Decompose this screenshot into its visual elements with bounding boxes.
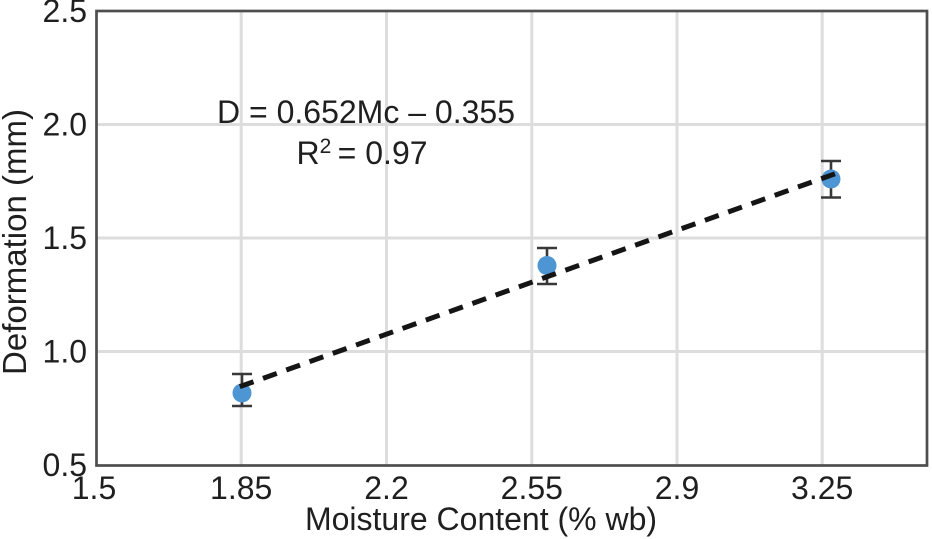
svg-text:3.25: 3.25: [791, 470, 853, 506]
svg-text:2.55: 2.55: [501, 470, 563, 506]
svg-text:R2 = 0.97: R2 = 0.97: [296, 135, 427, 172]
svg-text:Moisture Content (% wb): Moisture Content (% wb): [305, 501, 657, 537]
svg-text:D = 0.652Mc – 0.355: D = 0.652Mc – 0.355: [217, 94, 515, 130]
svg-text:1.5: 1.5: [43, 220, 87, 256]
svg-text:2.9: 2.9: [655, 470, 699, 506]
svg-text:1.0: 1.0: [43, 334, 87, 370]
svg-text:1.85: 1.85: [210, 470, 272, 506]
svg-text:Deformation (mm): Deformation (mm): [0, 109, 33, 375]
svg-text:2.5: 2.5: [43, 0, 87, 29]
svg-text:1.5: 1.5: [72, 470, 116, 506]
svg-text:0.5: 0.5: [43, 447, 87, 483]
svg-text:2.0: 2.0: [43, 107, 87, 143]
svg-text:2.2: 2.2: [364, 470, 408, 506]
